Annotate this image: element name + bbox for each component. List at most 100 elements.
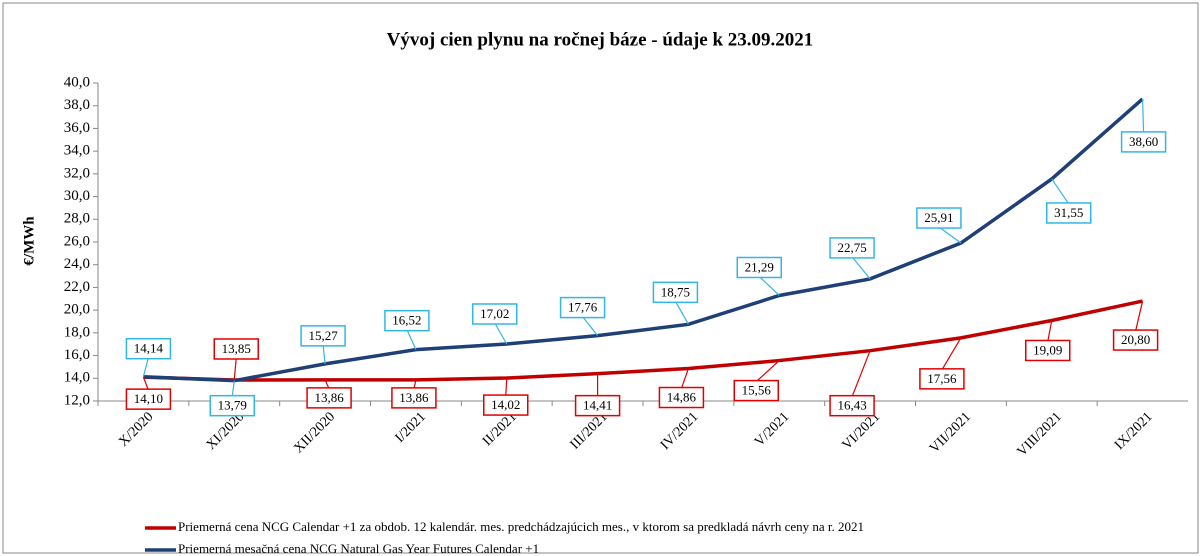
data-label: 21,29 (736, 256, 782, 296)
callout-pointer (941, 337, 962, 371)
legend-label: Priemerná cena NCG Calendar +1 za obdob.… (178, 519, 864, 534)
data-label: 17,56 (919, 337, 965, 390)
callout-box (125, 388, 172, 410)
y-tick-label: 40,0 (64, 74, 90, 90)
data-label-text: 17,56 (927, 371, 957, 386)
callout-box (300, 325, 346, 347)
y-tick-label: 24,0 (64, 256, 90, 272)
data-label: 17,76 (559, 296, 606, 336)
callout-pointer (231, 380, 235, 397)
callout-pointer (406, 329, 417, 350)
callout-box (574, 394, 621, 417)
data-label: 14,10 (125, 376, 172, 410)
data-label-text: 14,10 (134, 391, 163, 406)
series-line (143, 299, 1143, 382)
callout-pointer (758, 276, 780, 296)
data-label: 31,55 (1046, 178, 1092, 224)
data-label: 17,02 (472, 303, 518, 345)
data-label: 15,27 (300, 325, 346, 364)
y-tick-label: 22,0 (64, 279, 90, 295)
callout-box (306, 387, 352, 409)
data-label-text: 15,27 (308, 328, 338, 343)
callout-pointer (322, 344, 326, 364)
callout-box (384, 309, 430, 332)
y-tick-label: 20,0 (64, 302, 90, 318)
data-label: 14,41 (574, 373, 621, 417)
y-tick-label: 34,0 (64, 143, 90, 159)
data-label: 13,86 (306, 379, 352, 409)
data-label-text: 14,02 (491, 397, 520, 412)
callout-box (483, 394, 529, 416)
callout-box (916, 207, 962, 229)
data-label: 25,91 (916, 207, 962, 244)
callout-pointer (494, 322, 508, 345)
callout-box (213, 338, 259, 360)
y-tick-label: 38,0 (64, 97, 90, 113)
callout-box (919, 368, 965, 390)
y-tick-label: 14,0 (64, 370, 90, 386)
y-tick-label: 18,0 (64, 324, 90, 340)
legend-label: Priemerná mesačná cena NCG Natural Gas Y… (178, 541, 539, 556)
callout-pointer (1141, 98, 1145, 133)
data-label-text: 13,85 (222, 341, 251, 356)
data-label-text: 13,79 (218, 398, 247, 413)
data-label-text: 38,60 (1129, 134, 1158, 149)
data-label-text: 15,56 (742, 383, 772, 398)
data-label: 16,52 (384, 309, 430, 350)
data-label: 15,56 (733, 360, 780, 402)
callout-pointer (233, 357, 237, 381)
data-label-text: 17,02 (480, 306, 509, 321)
data-label: 14,02 (483, 378, 529, 416)
data-label-text: 14,86 (667, 390, 697, 405)
callout-pointer (938, 226, 962, 244)
callout-box (1120, 131, 1167, 153)
data-label: 18,75 (652, 281, 699, 325)
data-label-text: 22,75 (837, 240, 866, 255)
callout-pointer (142, 357, 149, 377)
data-label-text: 20,80 (1121, 332, 1150, 347)
data-label-text: 13,86 (399, 390, 429, 405)
callout-box (391, 387, 437, 409)
callout-box (1112, 329, 1159, 351)
y-tick-label: 26,0 (64, 233, 90, 249)
data-label: 38,60 (1120, 98, 1167, 153)
callout-box (733, 379, 779, 402)
data-label-text: 16,43 (837, 398, 866, 413)
callout-pointer (1047, 320, 1053, 342)
data-label-text: 31,55 (1054, 205, 1083, 220)
callout-box (1046, 202, 1092, 224)
data-label: 14,86 (658, 368, 705, 409)
callout-pointer (755, 360, 780, 383)
data-label: 20,80 (1112, 300, 1159, 351)
data-label: 16,43 (829, 350, 875, 417)
y-tick-label: 28,0 (64, 211, 90, 227)
data-label-text: 25,91 (924, 210, 953, 225)
y-tick-label: 30,0 (64, 188, 90, 204)
callout-pointer (1051, 178, 1070, 205)
data-label-text: 13,86 (314, 390, 344, 405)
data-label: 14,14 (125, 337, 172, 377)
y-tick-label: 36,0 (64, 120, 90, 136)
data-label-text: 19,09 (1033, 342, 1062, 357)
data-label-text: 18,75 (661, 284, 690, 299)
callout-pointer (851, 350, 871, 397)
y-tick-label: 16,0 (64, 347, 90, 363)
data-label-text: 21,29 (745, 259, 774, 274)
series-line (143, 97, 1144, 383)
callout-box (209, 394, 255, 417)
callout-box (125, 337, 172, 360)
data-label-text: 17,76 (568, 300, 598, 315)
callout-box (736, 256, 782, 279)
callout-box (559, 296, 606, 319)
callout-box (472, 303, 518, 325)
callout-box (829, 394, 875, 417)
callout-box (1025, 339, 1071, 362)
chart-title: Vývoj cien plynu na ročnej báze - údaje … (387, 29, 814, 50)
callout-pointer (142, 376, 149, 391)
callout-box (658, 386, 705, 409)
callout-pointer (851, 256, 871, 280)
callout-pointer (680, 368, 689, 389)
y-tick-label: 32,0 (64, 165, 90, 181)
